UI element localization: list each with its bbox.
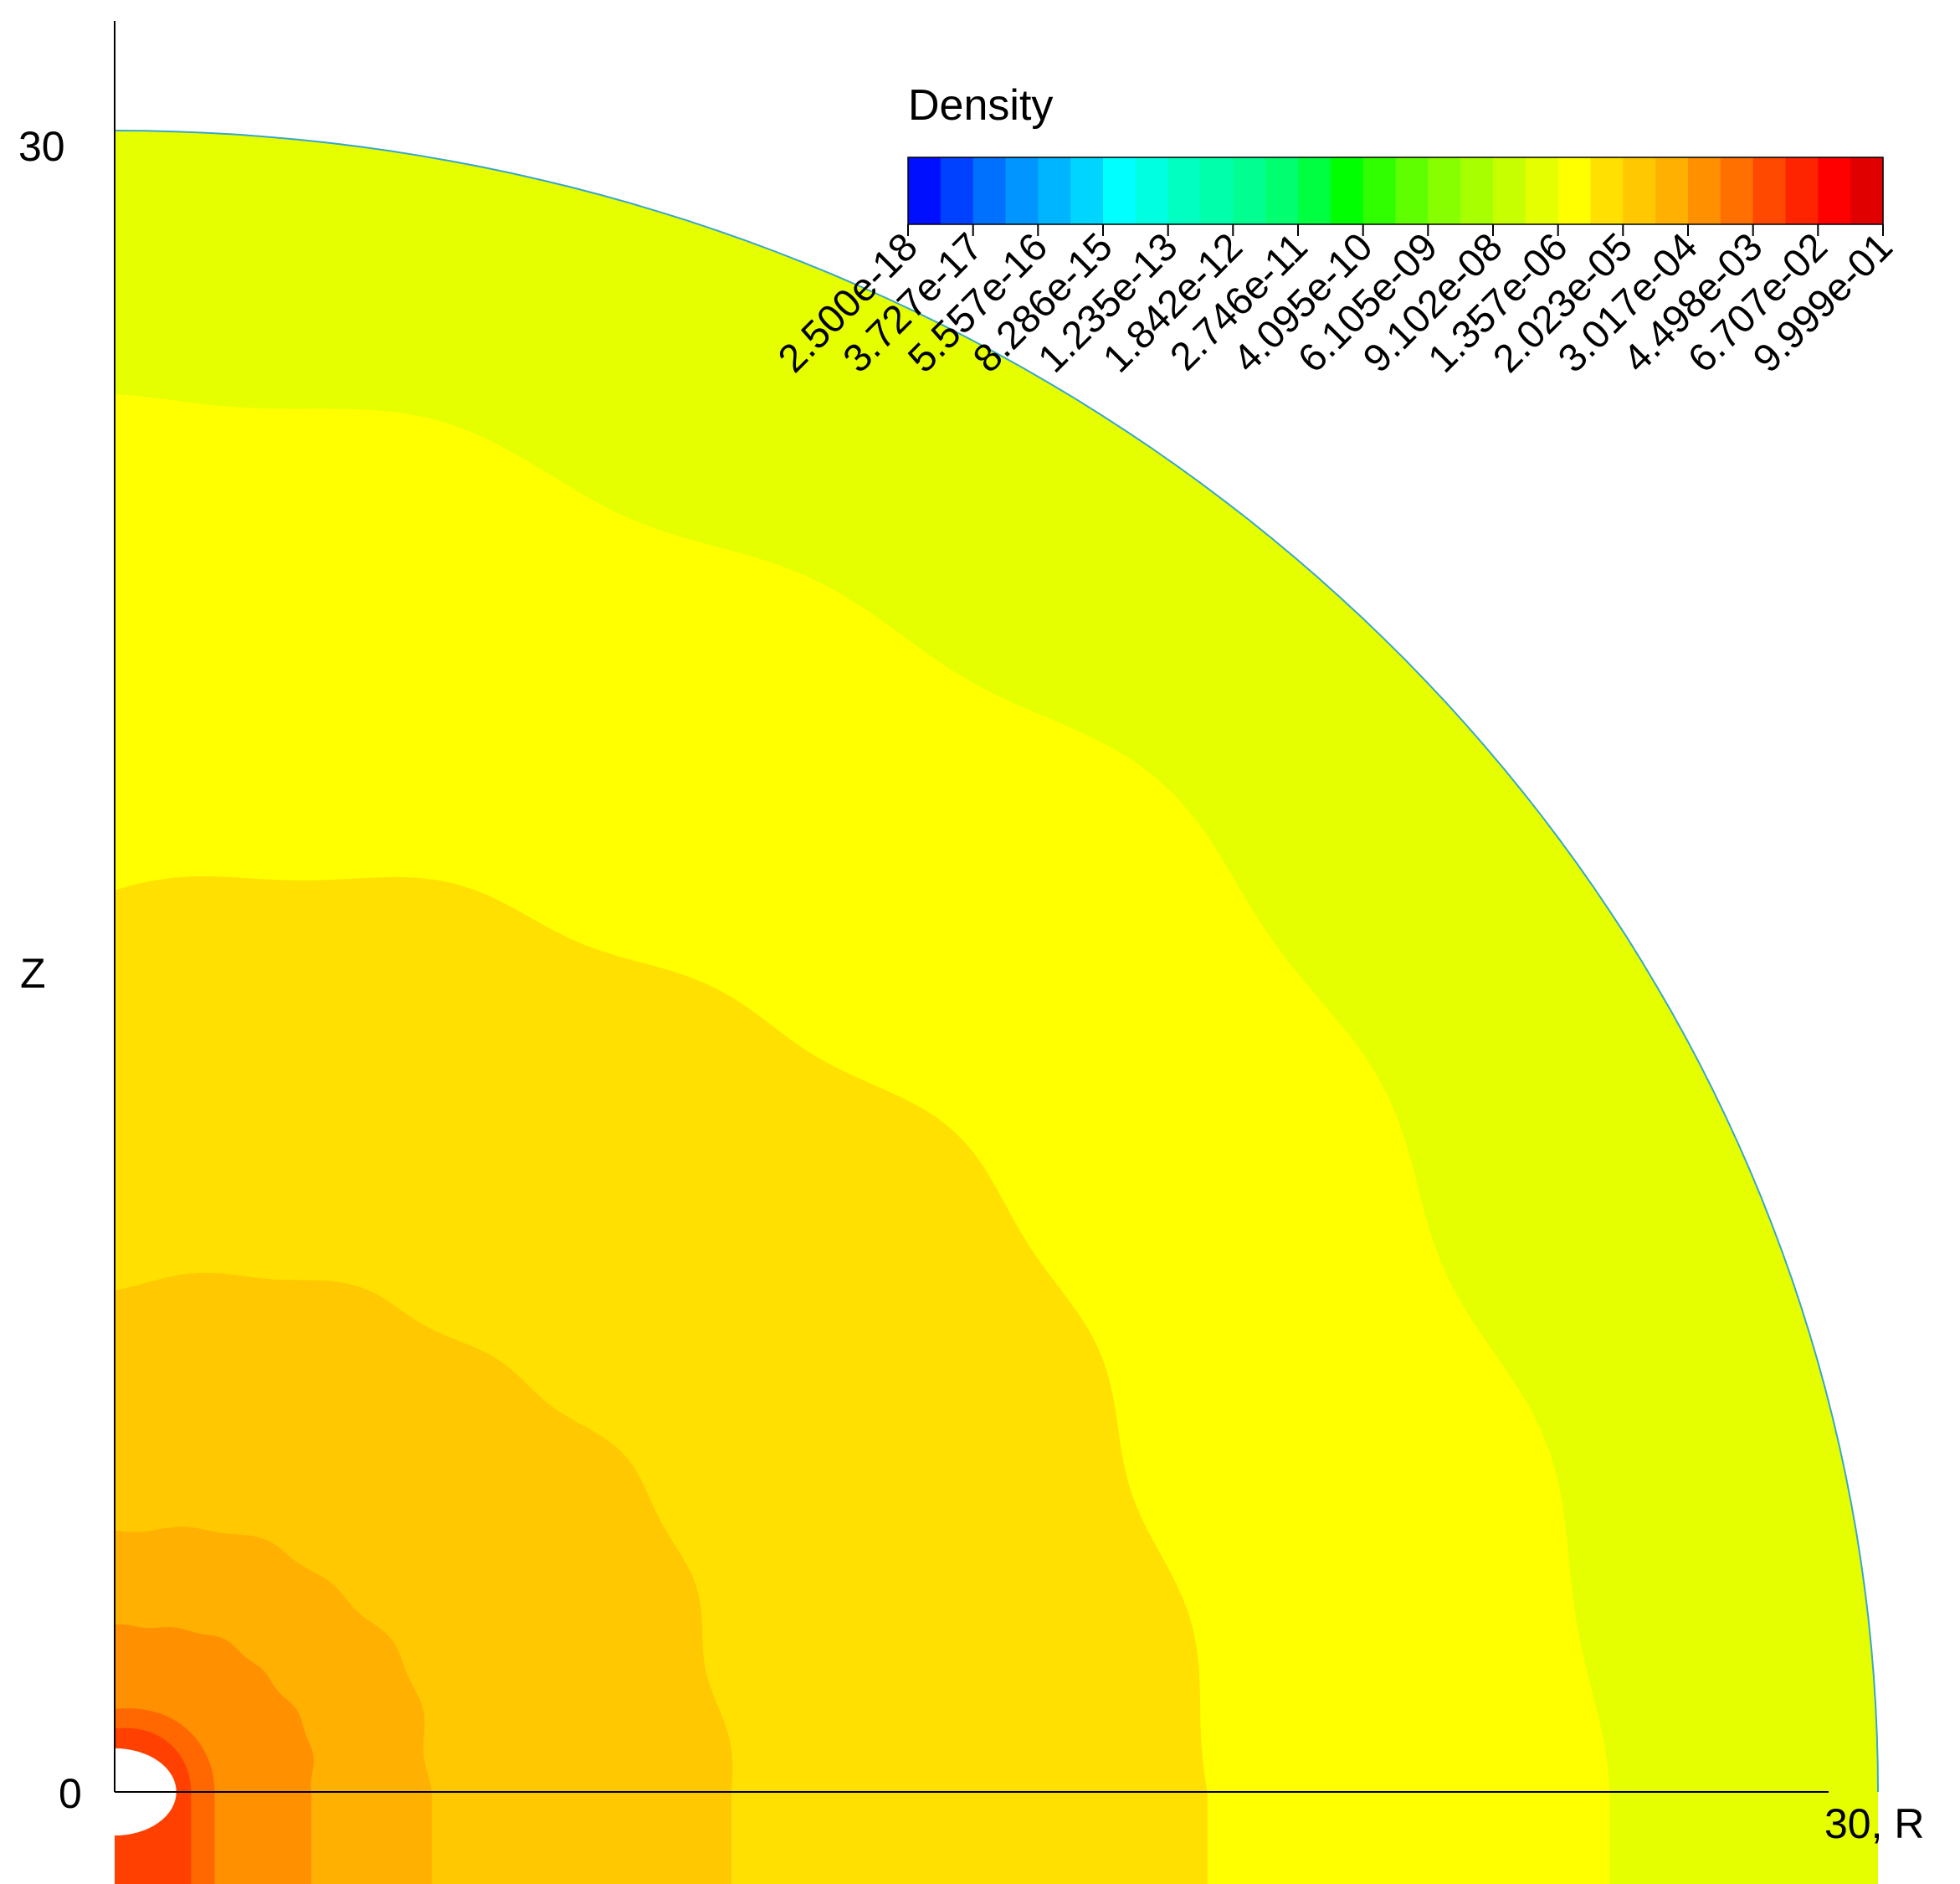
colorbar-cell — [1785, 157, 1819, 224]
colorbar-cell — [1167, 157, 1202, 224]
colorbar-cell — [1005, 157, 1039, 224]
colorbar-cell — [1557, 157, 1592, 224]
y-axis-label: Z — [20, 950, 46, 997]
colorbar-cell — [1623, 157, 1656, 224]
colorbar-cell — [1103, 157, 1136, 224]
colorbar-cell — [940, 157, 974, 224]
colorbar-cell — [908, 157, 942, 224]
colorbar-cell — [1590, 157, 1624, 224]
colorbar-cells — [907, 157, 1884, 225]
colorbar-cell — [1688, 157, 1721, 224]
colorbar-cell — [1493, 157, 1526, 224]
colorbar-cell — [1265, 157, 1299, 224]
contour-regions — [114, 130, 1879, 1884]
colorbar: Density 2.500e-183.727e-175.557e-168.286… — [769, 81, 1901, 381]
colorbar-cell — [1362, 157, 1397, 224]
colorbar-cell — [1752, 157, 1787, 224]
colorbar-cell — [1428, 157, 1461, 224]
colorbar-cell — [1720, 157, 1754, 224]
colorbar-frame — [907, 157, 1884, 225]
colorbar-cell — [1395, 157, 1429, 224]
colorbar-title: Density — [908, 81, 1053, 130]
colorbar-cell — [1460, 157, 1494, 224]
colorbar-cell — [1200, 157, 1234, 224]
colorbar-cell — [972, 157, 1007, 224]
colorbar-cell — [1070, 157, 1104, 224]
colorbar-cell — [1298, 157, 1331, 224]
outer-boundary — [114, 130, 1879, 1793]
colorbar-ticks — [907, 224, 1884, 236]
colorbar-cell — [1818, 157, 1851, 224]
x-tick-label-30: 30, R — [1824, 1800, 1925, 1847]
y-tick-label-30: 30 — [18, 123, 65, 170]
colorbar-cell — [1135, 157, 1169, 224]
colorbar-cell — [1233, 157, 1266, 224]
colorbar-labels: 2.500e-183.727e-175.557e-168.286e-151.23… — [769, 224, 1901, 381]
colorbar-cell — [1525, 157, 1559, 224]
axes: 30 Z 0 30, R — [18, 21, 1925, 1847]
y-tick-label-0: 0 — [59, 1770, 82, 1817]
colorbar-cell — [1330, 157, 1364, 224]
colorbar-cell — [1850, 157, 1884, 224]
colorbar-cell — [1655, 157, 1689, 224]
colorbar-cell — [1038, 157, 1071, 224]
